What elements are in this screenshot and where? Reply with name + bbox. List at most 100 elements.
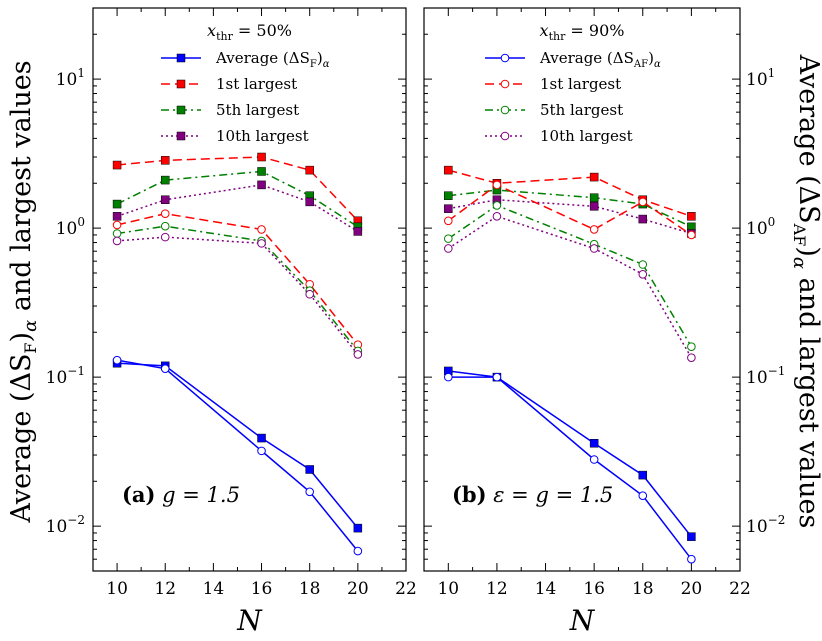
y-tick-label: 10−2 xyxy=(746,513,785,537)
series-line xyxy=(447,204,693,348)
series-square-10th-largest xyxy=(112,180,363,236)
series-line xyxy=(116,212,359,346)
series-line xyxy=(447,215,693,359)
x-tick-label: 16 xyxy=(583,579,605,599)
x-tick-label: 16 xyxy=(251,579,273,599)
data-point xyxy=(589,244,599,253)
data-point xyxy=(160,156,170,165)
data-point xyxy=(444,204,453,213)
legend-marker xyxy=(500,131,510,141)
legend-marker xyxy=(176,131,186,141)
data-point xyxy=(112,220,122,230)
legend-label: Average (ΔSF)α xyxy=(215,49,330,70)
panel-title: xthr = 50% xyxy=(207,21,292,43)
plot-frame xyxy=(423,7,741,572)
data-point xyxy=(589,455,599,464)
data-point xyxy=(160,209,170,218)
data-point xyxy=(687,353,696,363)
x-tick-label: 10 xyxy=(437,579,459,599)
legend-marker xyxy=(176,79,186,89)
legend-label: 1st largest xyxy=(540,75,621,93)
series-circle-5th-largest xyxy=(444,201,696,352)
data-point xyxy=(353,546,363,556)
series-line xyxy=(116,359,359,552)
data-point xyxy=(638,197,648,207)
data-point xyxy=(112,160,122,170)
data-point xyxy=(638,260,648,269)
series-line xyxy=(116,184,359,233)
plot-frame xyxy=(92,7,407,572)
legend-label: Average (ΔSAF)α xyxy=(539,49,661,70)
y-tick-label: 101 xyxy=(56,66,85,90)
data-point xyxy=(305,165,314,175)
data-point xyxy=(257,446,266,456)
data-point xyxy=(589,438,599,448)
y-tick-label: 10−1 xyxy=(746,364,785,388)
series-circle-1st-largest xyxy=(444,180,696,240)
x-tick-label: 14 xyxy=(535,579,557,599)
data-point xyxy=(687,532,696,541)
data-point xyxy=(687,230,696,240)
data-point xyxy=(112,355,122,365)
data-point xyxy=(257,152,266,162)
x-tick-label: 12 xyxy=(154,579,176,599)
series-line xyxy=(117,236,359,355)
series-square-1st-largest xyxy=(112,152,363,226)
y-tick-label: 10−2 xyxy=(46,513,85,537)
data-point xyxy=(160,232,170,242)
data-point xyxy=(492,180,502,190)
data-point xyxy=(444,372,453,382)
data-point xyxy=(112,229,122,238)
series-square-10th-largest xyxy=(444,195,696,238)
legend-label: 1st largest xyxy=(216,75,297,93)
data-point xyxy=(353,227,363,236)
data-point xyxy=(112,212,122,221)
data-point xyxy=(687,342,696,352)
y-tick-label: 10−1 xyxy=(46,364,85,388)
data-point xyxy=(492,212,502,221)
data-point xyxy=(492,201,502,210)
data-point xyxy=(444,191,453,200)
panel-left: 10 12 14 16 18 20 22 10−2 10−1 100 101 xthr = 50% Av… xyxy=(6,7,417,637)
x-tick-label: 18 xyxy=(299,579,321,599)
x-tick-label: 22 xyxy=(729,579,751,599)
series-line xyxy=(447,184,692,236)
y-axis-label: Average (ΔSAF)α and largest values xyxy=(789,54,822,529)
data-point xyxy=(638,269,648,279)
data-point xyxy=(589,225,599,234)
series-circle-10th-largest xyxy=(444,212,696,363)
data-point xyxy=(305,465,314,474)
panel-label: (b) ε = g = 1.5 xyxy=(452,482,613,507)
data-point xyxy=(160,195,170,205)
data-point xyxy=(160,364,170,373)
series-circle-10th-largest xyxy=(112,232,363,359)
data-point xyxy=(112,236,122,246)
y-tick-label: 100 xyxy=(746,215,775,239)
series-square-5th-largest xyxy=(444,185,696,232)
legend-label: 10th largest xyxy=(216,127,309,145)
x-tick-label: 20 xyxy=(681,579,703,599)
data-point xyxy=(305,197,314,207)
legend-label: 10th largest xyxy=(540,127,633,145)
legend-marker xyxy=(176,105,186,115)
data-point xyxy=(638,214,648,224)
data-point xyxy=(492,372,502,382)
x-tick-label: 12 xyxy=(486,579,508,599)
data-point xyxy=(112,199,122,209)
legend-marker xyxy=(500,105,510,115)
y-tick-label: 100 xyxy=(56,215,85,239)
data-point xyxy=(160,221,170,231)
x-tick-label: 20 xyxy=(347,579,369,599)
x-tick-label: 14 xyxy=(203,579,225,599)
legend-marker xyxy=(500,53,510,63)
y-tick-label: 101 xyxy=(746,66,775,90)
data-point xyxy=(589,172,599,182)
data-point xyxy=(589,193,599,202)
panel-right: 10 12 14 16 18 20 22 10−2 10−1 100 101 xthr = 90% Av… xyxy=(423,7,822,637)
series-line xyxy=(448,376,692,560)
legend-marker xyxy=(500,79,510,89)
series-line xyxy=(448,198,692,235)
series-circle-average xyxy=(444,372,696,564)
series-circle-1st-largest xyxy=(112,209,363,350)
